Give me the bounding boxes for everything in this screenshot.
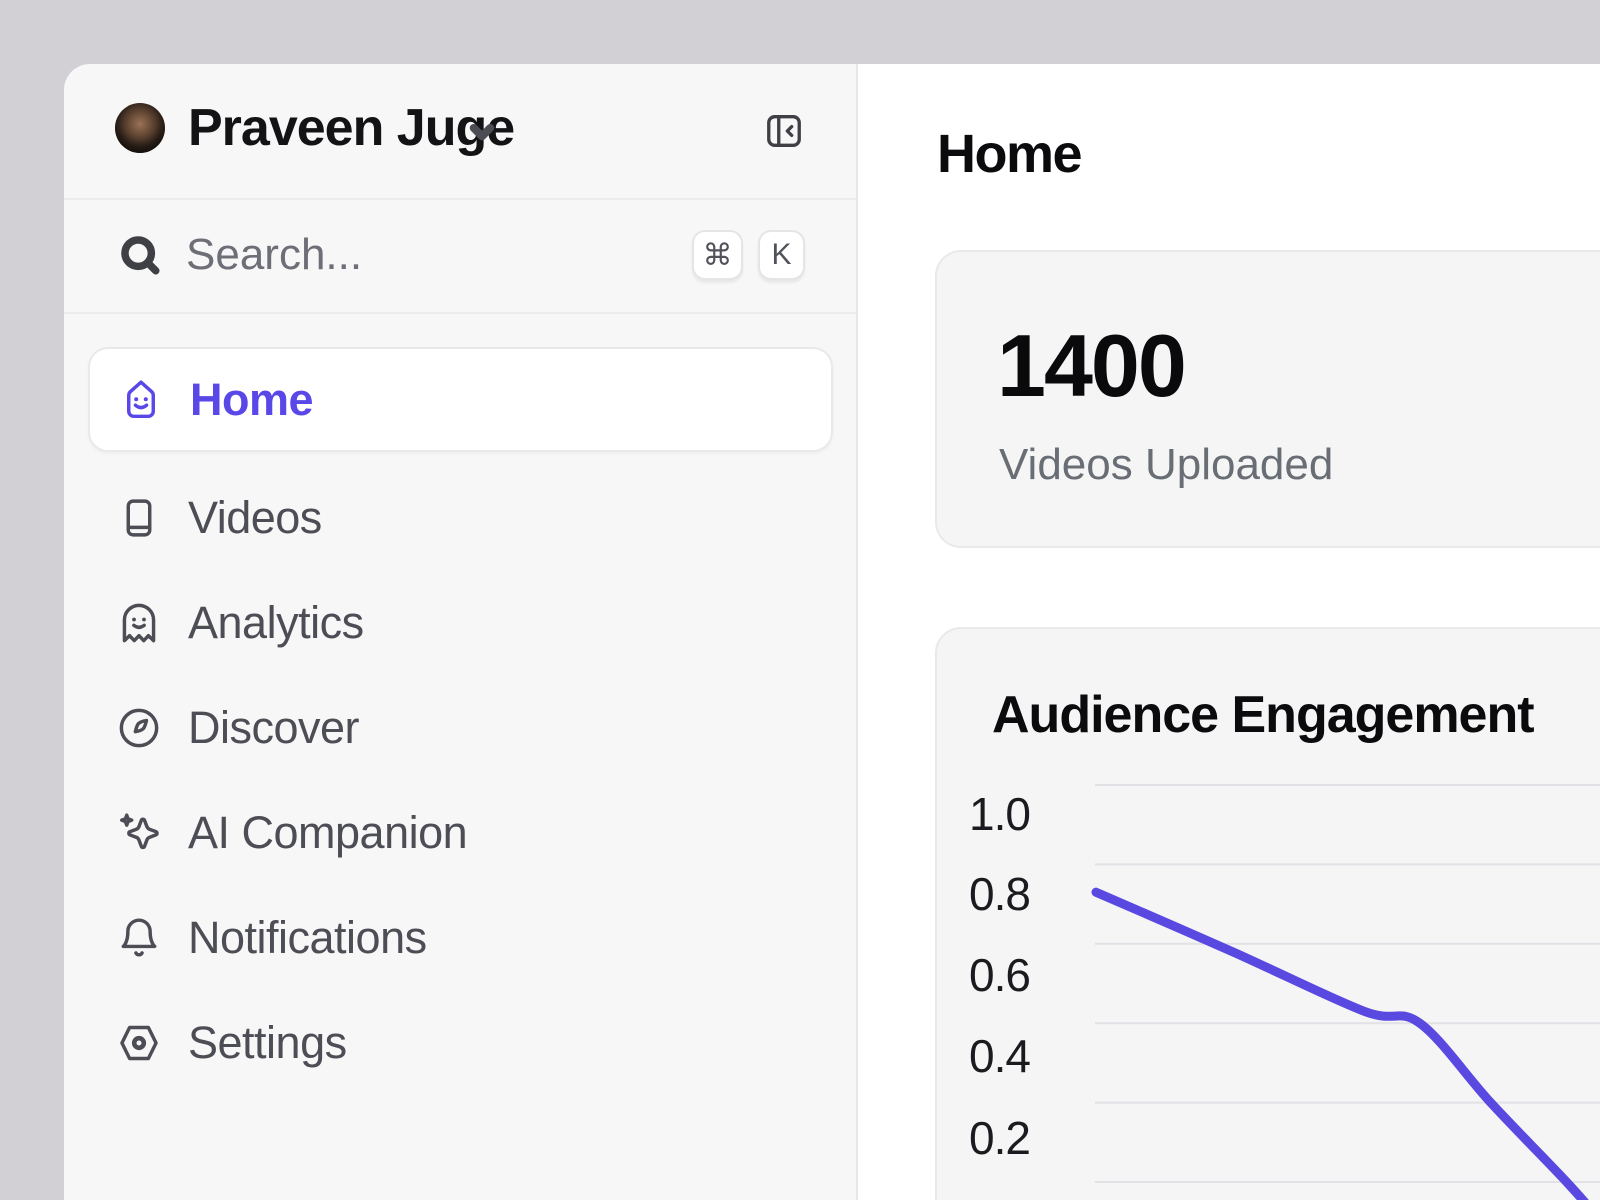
y-tick-label: 1.0 bbox=[969, 788, 1031, 840]
search-icon bbox=[118, 233, 162, 277]
divider bbox=[64, 312, 856, 314]
sidebar-item-label: Videos bbox=[188, 491, 322, 543]
engagement-line-chart bbox=[1091, 784, 1600, 1200]
compass-icon bbox=[119, 708, 159, 747]
y-tick-label: 0.8 bbox=[969, 868, 1031, 920]
engagement-line bbox=[1091, 887, 1589, 1200]
main-content: Home 1400 Videos Uploaded Audience Engag… bbox=[858, 64, 1600, 1200]
profile-name[interactable]: Praveen Juge bbox=[188, 99, 515, 157]
sidebar-item-analytics[interactable]: Analytics bbox=[88, 570, 833, 675]
sidebar-item-label: Analytics bbox=[188, 596, 364, 648]
sidebar-item-discover[interactable]: Discover bbox=[88, 675, 833, 780]
sidebar-item-label: Settings bbox=[188, 1016, 347, 1068]
bell-icon bbox=[121, 918, 157, 956]
sidebar-item-label: Discover bbox=[188, 701, 360, 753]
ghost-icon bbox=[122, 603, 156, 642]
stat-label: Videos Uploaded bbox=[999, 440, 1334, 489]
book-icon bbox=[126, 498, 152, 537]
y-tick-label: 0.2 bbox=[969, 1112, 1031, 1164]
house-smiley-icon bbox=[127, 379, 155, 418]
y-tick-label: 0.4 bbox=[969, 1030, 1031, 1082]
cmd-keycap: ⌘ bbox=[692, 230, 743, 280]
panel-left-collapse-icon bbox=[767, 114, 801, 148]
divider bbox=[64, 198, 856, 200]
avatar[interactable] bbox=[115, 103, 165, 153]
hex-nut-icon bbox=[120, 1025, 158, 1060]
sidebar-item-ai-companion[interactable]: AI Companion bbox=[88, 780, 833, 885]
sidebar: Praveen Juge Search... ⌘ K bbox=[64, 64, 858, 1200]
sidebar-item-label: Notifications bbox=[188, 911, 427, 963]
page-title: Home bbox=[937, 124, 1083, 184]
sidebar-item-label: Home bbox=[190, 373, 314, 425]
search-input[interactable]: Search... bbox=[186, 230, 363, 279]
sidebar-collapse-button[interactable] bbox=[763, 109, 805, 153]
sparkles-icon bbox=[120, 812, 159, 849]
stat-value: 1400 bbox=[997, 316, 1187, 415]
chart-title: Audience Engagement bbox=[992, 686, 1535, 744]
chart-card-audience-engagement: Audience Engagement 1.0 0.8 0.6 0.4 0.2 bbox=[935, 627, 1600, 1200]
sidebar-item-label: AI Companion bbox=[188, 806, 468, 858]
chevron-down-icon[interactable] bbox=[464, 114, 500, 150]
k-keycap: K bbox=[758, 230, 805, 280]
sidebar-item-settings[interactable]: Settings bbox=[88, 990, 833, 1095]
sidebar-item-home[interactable]: Home bbox=[88, 347, 833, 452]
sidebar-item-videos[interactable]: Videos bbox=[88, 465, 833, 570]
sidebar-item-notifications[interactable]: Notifications bbox=[88, 885, 833, 990]
y-tick-label: 0.6 bbox=[969, 949, 1031, 1001]
stat-card-videos-uploaded: 1400 Videos Uploaded bbox=[935, 250, 1600, 548]
